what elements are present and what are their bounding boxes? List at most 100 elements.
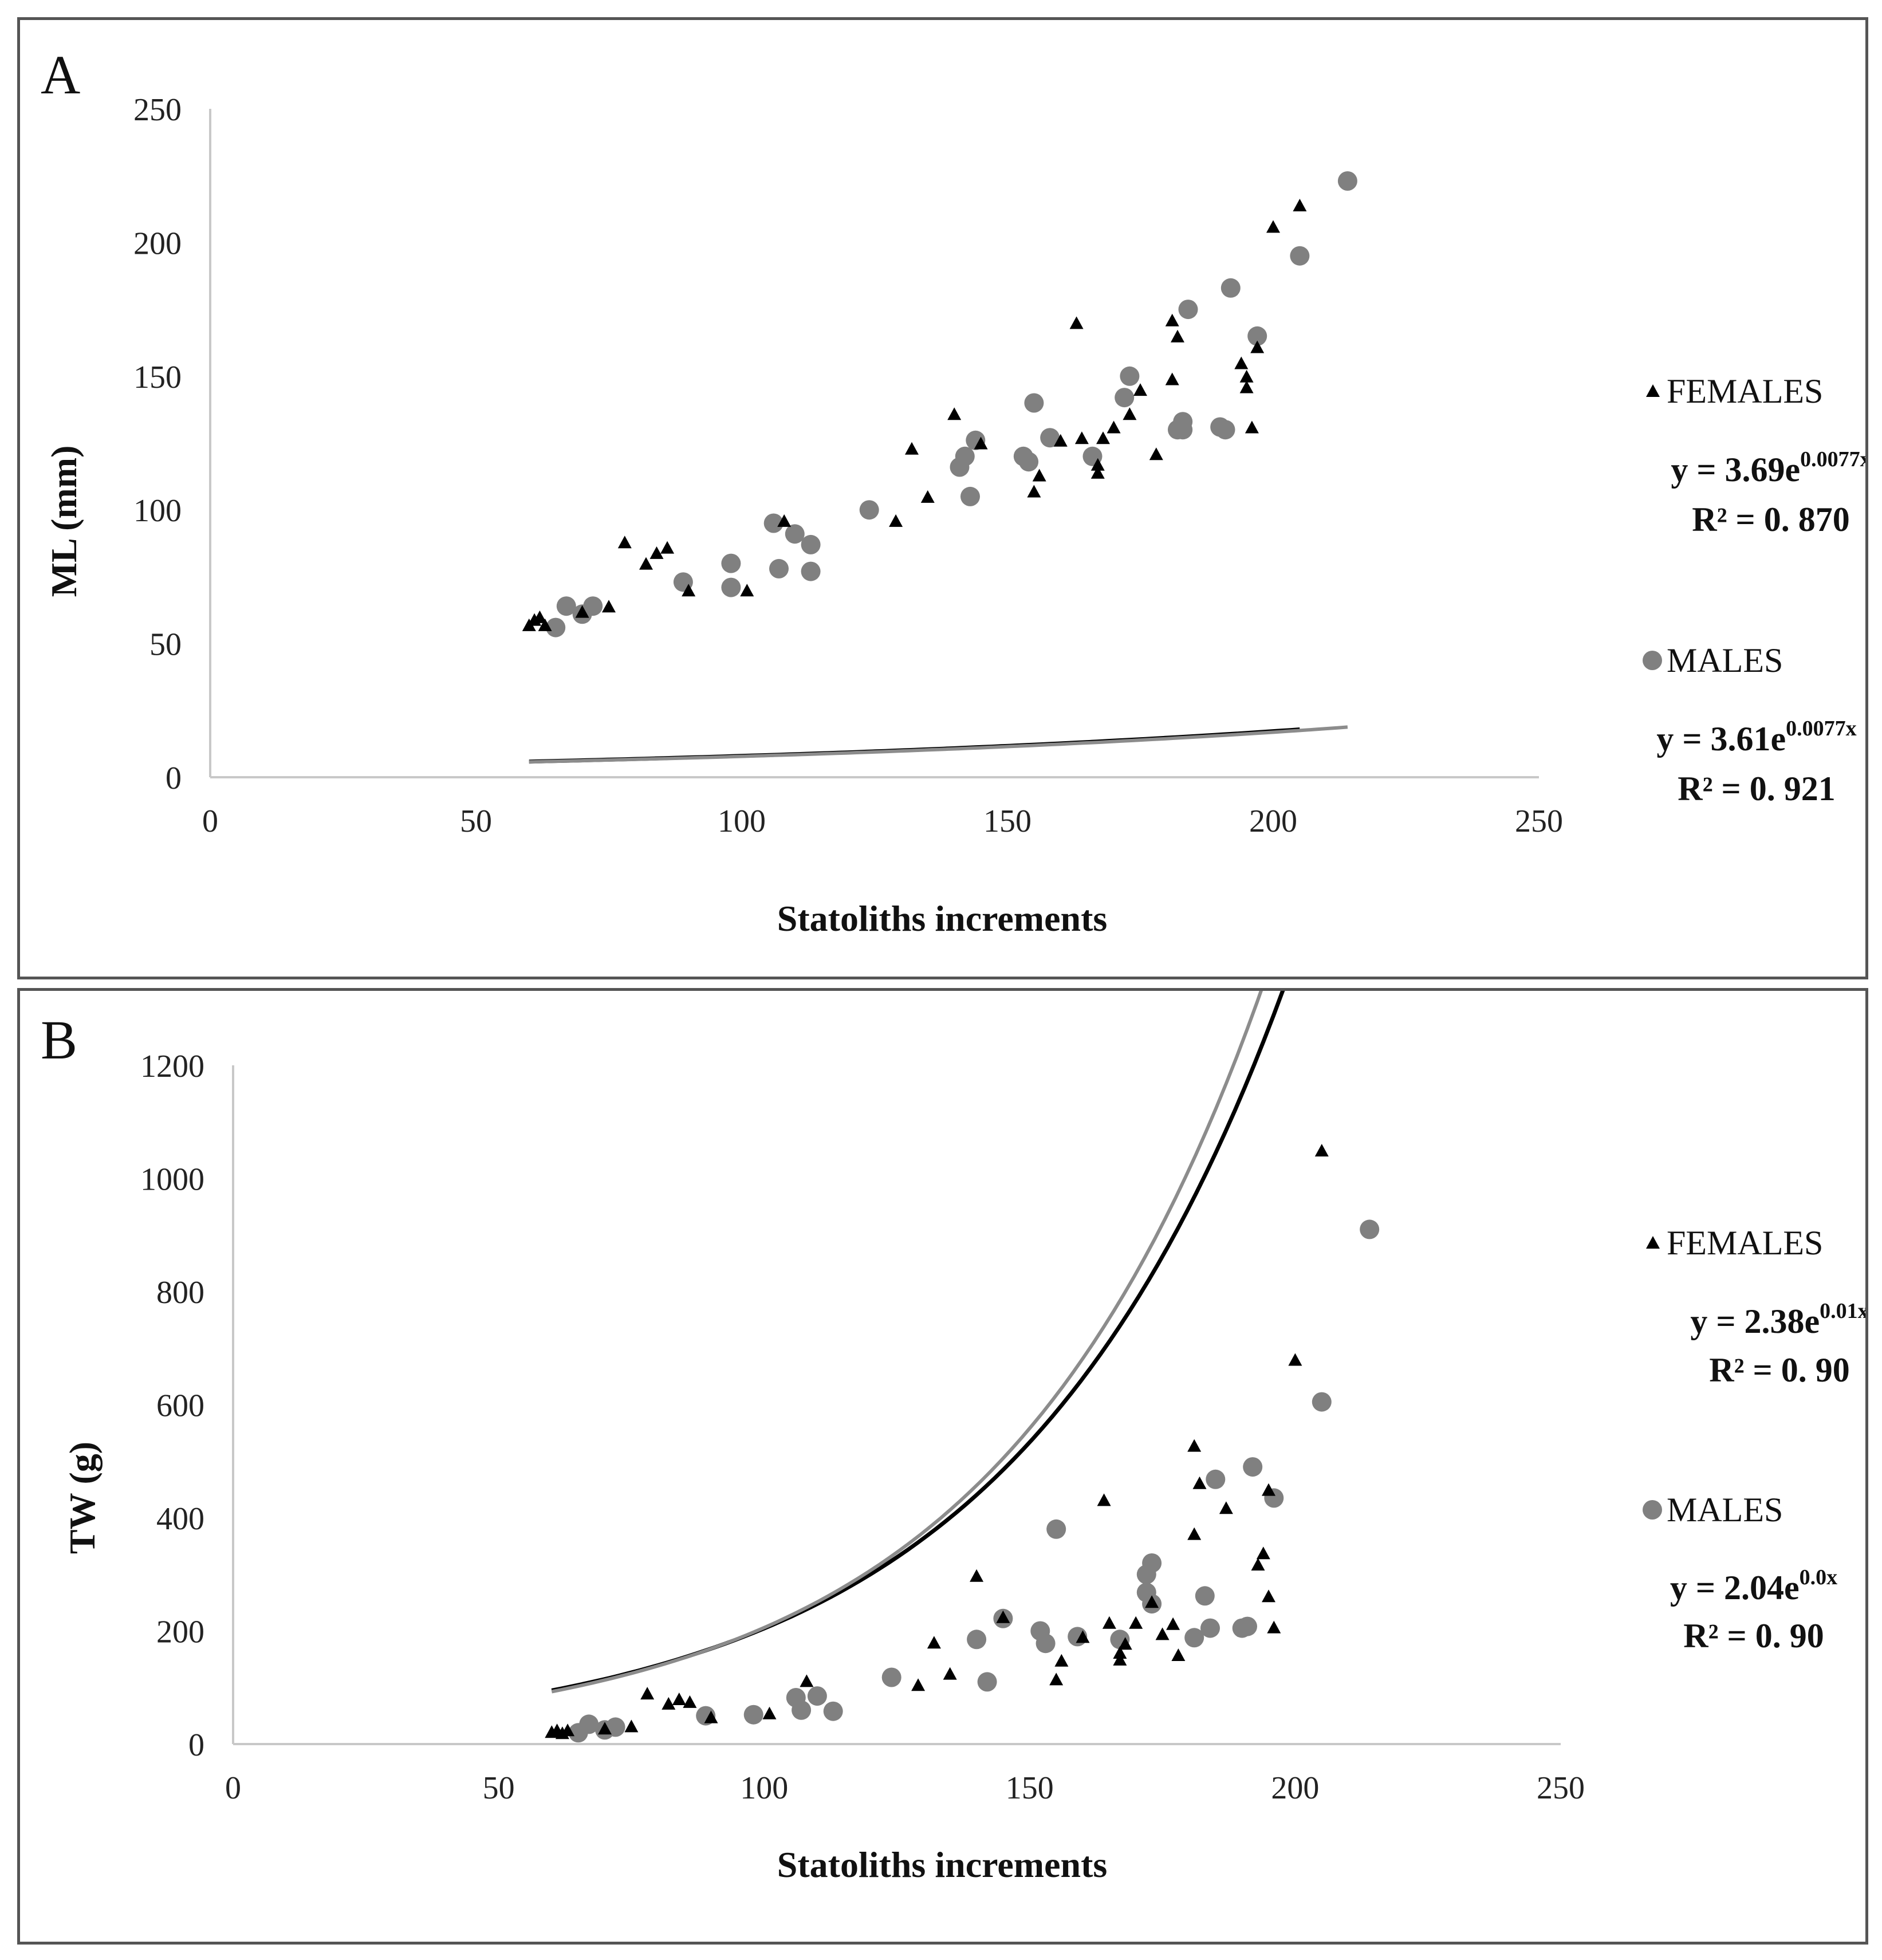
- male-point-b: [1142, 1553, 1162, 1573]
- y-tick-label-b: 600: [156, 1388, 204, 1424]
- male-point-b: [823, 1701, 843, 1721]
- legend-male-label-b: MALES: [1667, 1491, 1783, 1529]
- female-point-a: [1090, 458, 1105, 471]
- male-point-a: [769, 558, 789, 578]
- points-a: [522, 171, 1357, 637]
- female-point-a: [1090, 466, 1105, 479]
- male-point-b: [792, 1700, 812, 1720]
- male-point-a: [1247, 326, 1267, 346]
- female-point-b: [1118, 1637, 1132, 1650]
- male-point-a: [1173, 420, 1193, 440]
- female-point-a: [1069, 316, 1084, 329]
- female-point-a: [660, 541, 675, 554]
- x-tick-label-a: 150: [983, 804, 1031, 839]
- male-point-b: [579, 1714, 599, 1734]
- female-point-b: [943, 1667, 957, 1680]
- panel-a: A 0 50 100 150 200 250 0 50 100 150 200 250 Statoli…: [17, 17, 1868, 979]
- female-point-b: [1192, 1476, 1207, 1489]
- x-tick-label-a: 200: [1249, 804, 1297, 839]
- female-point-b: [1314, 1144, 1329, 1157]
- y-tick-label-a: 50: [149, 627, 182, 663]
- female-point-b: [1102, 1616, 1116, 1629]
- panel-label-b: B: [41, 1009, 77, 1070]
- x-tick-label-b: 50: [483, 1770, 515, 1806]
- legend-female-marker-a: [1646, 384, 1660, 397]
- female-point-b: [1097, 1493, 1111, 1506]
- female-point-b: [1049, 1672, 1064, 1686]
- legend-female-marker-b: [1646, 1236, 1660, 1249]
- female-point-a: [1293, 199, 1307, 211]
- female-point-a: [947, 407, 962, 420]
- female-point-a: [1032, 469, 1046, 482]
- female-point-a: [1074, 431, 1089, 444]
- male-point-a: [1220, 278, 1241, 298]
- female-point-b: [1076, 1630, 1090, 1643]
- male-point-b: [1046, 1519, 1066, 1539]
- trendlines-a: [529, 725, 1348, 764]
- y-tick-label-b: 0: [188, 1727, 204, 1763]
- equation-male-a: y = 3.61e0.0077x: [1656, 717, 1856, 758]
- female-point-a: [1171, 329, 1184, 343]
- male-point-a: [721, 553, 741, 573]
- legend-male-marker-b: [1643, 1500, 1662, 1520]
- male-point-a: [785, 524, 805, 544]
- x-tick-label-b: 150: [1006, 1770, 1054, 1806]
- male-point-a: [763, 513, 783, 533]
- trendline-males-b: [551, 991, 1263, 1694]
- female-point-b: [1155, 1627, 1170, 1640]
- female-point-a: [920, 490, 935, 503]
- male-point-b: [1195, 1586, 1215, 1606]
- female-point-b: [640, 1687, 655, 1700]
- r2-male-b: R² = 0. 90: [1683, 1617, 1824, 1655]
- axes-a: 0 50 100 150 200 250 0 50 100 150 200 250: [133, 92, 1563, 839]
- y-tick-label-a: 0: [166, 761, 182, 796]
- y-tick-label-b: 800: [156, 1275, 204, 1310]
- male-point-a: [1120, 366, 1140, 386]
- trendlines-b: [551, 991, 1285, 1694]
- y-tick-label-a: 100: [133, 493, 182, 529]
- male-point-a: [801, 561, 821, 581]
- female-point-b: [1129, 1616, 1143, 1629]
- legend-male-marker-a: [1643, 651, 1662, 670]
- male-point-b: [1184, 1628, 1204, 1648]
- female-point-b: [1113, 1652, 1127, 1666]
- male-point-a: [1019, 452, 1039, 472]
- x-axis-title-a: Statoliths increments: [777, 898, 1108, 939]
- female-point-b: [683, 1695, 697, 1708]
- female-point-b: [598, 1722, 612, 1735]
- y-tick-label-a: 150: [133, 360, 182, 395]
- female-point-a: [889, 514, 903, 527]
- legend-b: FEMALES y = 2.38e0.01x R² = 0. 90 MALES …: [1643, 1224, 1865, 1655]
- female-point-a: [1123, 407, 1137, 420]
- r2-female-b: R² = 0. 90: [1709, 1351, 1850, 1389]
- female-point-b: [1187, 1527, 1202, 1540]
- female-point-b: [1251, 1558, 1265, 1571]
- female-point-b: [1219, 1501, 1233, 1514]
- y-tick-label-b: 400: [156, 1501, 204, 1537]
- female-point-b: [970, 1569, 984, 1582]
- x-tick-label-a: 0: [202, 804, 218, 839]
- female-point-a: [575, 605, 589, 618]
- female-point-b: [561, 1723, 575, 1737]
- panel-b: B 0 50 100 150 200 250 0 200 400 600 800 1000 1200 S…: [17, 988, 1868, 1945]
- female-point-b: [1288, 1353, 1302, 1366]
- female-point-a: [974, 436, 988, 450]
- female-point-b: [927, 1636, 941, 1649]
- male-point-b: [1360, 1219, 1380, 1239]
- female-point-b: [800, 1674, 814, 1687]
- female-point-b: [1256, 1546, 1270, 1560]
- female-point-a: [740, 584, 754, 597]
- female-point-a: [1096, 431, 1110, 444]
- female-point-b: [662, 1697, 676, 1710]
- male-point-a: [1115, 388, 1135, 408]
- male-point-a: [1024, 393, 1044, 413]
- female-point-b: [624, 1719, 639, 1733]
- y-axis-title-b: TW (g): [62, 1442, 103, 1554]
- female-point-a: [538, 618, 552, 631]
- male-point-b: [1312, 1392, 1332, 1412]
- male-point-a: [583, 596, 603, 616]
- female-point-a: [777, 514, 792, 527]
- x-tick-label-b: 100: [740, 1770, 788, 1806]
- female-point-a: [905, 442, 919, 455]
- x-axis-title-b: Statoliths increments: [777, 1844, 1108, 1885]
